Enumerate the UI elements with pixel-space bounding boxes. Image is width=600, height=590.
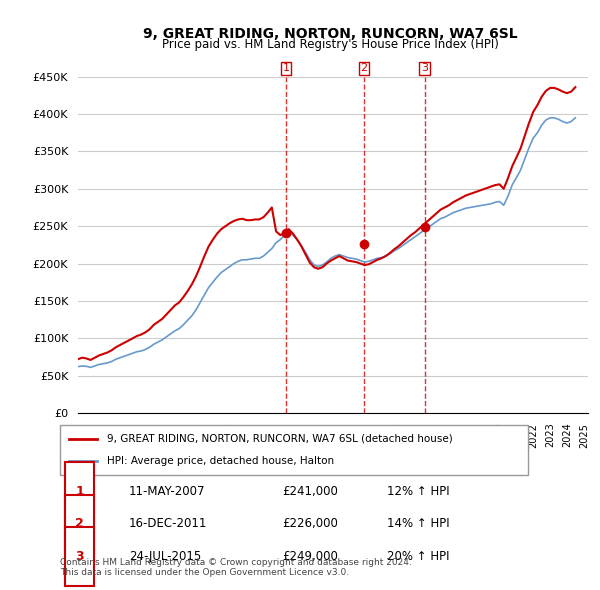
Text: 24-JUL-2015: 24-JUL-2015	[128, 550, 201, 563]
Text: 14% ↑ HPI: 14% ↑ HPI	[388, 517, 450, 530]
FancyBboxPatch shape	[60, 425, 528, 475]
Text: 1: 1	[283, 63, 290, 73]
Text: £249,000: £249,000	[282, 550, 338, 563]
FancyBboxPatch shape	[65, 527, 94, 586]
Text: Contains HM Land Registry data © Crown copyright and database right 2024.
This d: Contains HM Land Registry data © Crown c…	[60, 558, 412, 577]
Text: £241,000: £241,000	[282, 485, 338, 498]
Text: 9, GREAT RIDING, NORTON, RUNCORN, WA7 6SL (detached house): 9, GREAT RIDING, NORTON, RUNCORN, WA7 6S…	[107, 434, 452, 444]
Text: 11-MAY-2007: 11-MAY-2007	[128, 485, 205, 498]
FancyBboxPatch shape	[65, 462, 94, 520]
Text: 2: 2	[75, 517, 84, 530]
Text: £226,000: £226,000	[282, 517, 338, 530]
Text: 2: 2	[361, 63, 367, 73]
FancyBboxPatch shape	[65, 494, 94, 553]
Text: 20% ↑ HPI: 20% ↑ HPI	[388, 550, 450, 563]
Text: 1: 1	[75, 485, 84, 498]
Text: 9, GREAT RIDING, NORTON, RUNCORN, WA7 6SL: 9, GREAT RIDING, NORTON, RUNCORN, WA7 6S…	[143, 27, 517, 41]
Text: 16-DEC-2011: 16-DEC-2011	[128, 517, 207, 530]
Text: HPI: Average price, detached house, Halton: HPI: Average price, detached house, Halt…	[107, 456, 334, 466]
Text: 3: 3	[421, 63, 428, 73]
Text: 12% ↑ HPI: 12% ↑ HPI	[388, 485, 450, 498]
Text: 3: 3	[75, 550, 84, 563]
Text: Price paid vs. HM Land Registry's House Price Index (HPI): Price paid vs. HM Land Registry's House …	[161, 38, 499, 51]
